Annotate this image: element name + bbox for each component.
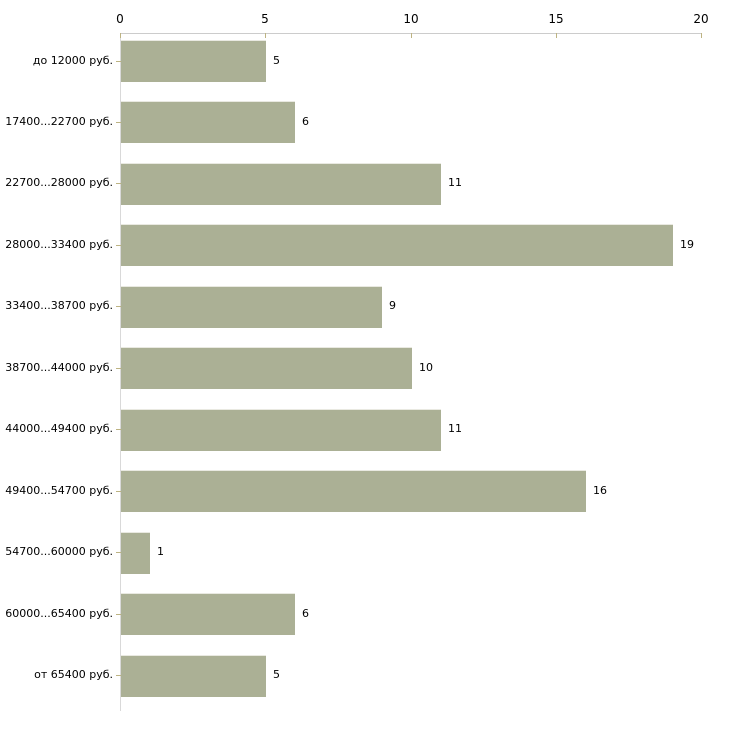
value-label: 16 — [593, 484, 607, 497]
category-label: до 12000 руб. — [32, 54, 113, 67]
x-tick-mark — [411, 33, 412, 38]
bar — [121, 655, 266, 697]
value-label: 6 — [302, 607, 309, 620]
bar — [121, 286, 382, 328]
bar — [121, 532, 150, 574]
x-tick-label: 10 — [403, 12, 419, 26]
category-tick — [116, 614, 122, 615]
category-label: 33400...38700 руб. — [5, 299, 113, 312]
category-label: 22700...28000 руб. — [5, 176, 113, 189]
bar — [121, 101, 295, 143]
value-label: 9 — [389, 299, 396, 312]
category-tick — [116, 675, 122, 676]
x-tick-mark — [701, 33, 702, 38]
y-axis-line — [120, 33, 121, 711]
value-label: 11 — [448, 422, 462, 435]
category-tick — [116, 552, 122, 553]
value-label: 5 — [273, 54, 280, 67]
category-label: 54700...60000 руб. — [5, 545, 113, 558]
category-tick — [116, 61, 122, 62]
category-tick — [116, 429, 122, 430]
category-tick — [116, 245, 122, 246]
bar — [121, 593, 295, 635]
category-label: 38700...44000 руб. — [5, 361, 113, 374]
bar — [121, 409, 441, 451]
value-label: 10 — [419, 361, 433, 374]
x-tick-mark — [265, 33, 266, 38]
x-tick-label: 0 — [116, 12, 124, 26]
value-label: 11 — [448, 176, 462, 189]
category-label: 28000...33400 руб. — [5, 238, 113, 251]
bar — [121, 224, 673, 266]
category-tick — [116, 491, 122, 492]
value-label: 6 — [302, 115, 309, 128]
x-tick-label: 5 — [261, 12, 269, 26]
category-label: 17400...22700 руб. — [5, 115, 113, 128]
category-tick — [116, 306, 122, 307]
value-label: 1 — [157, 545, 164, 558]
category-label: 60000...65400 руб. — [5, 607, 113, 620]
bar — [121, 40, 266, 82]
value-label: 5 — [273, 668, 280, 681]
value-label: 19 — [680, 238, 694, 251]
category-label: 44000...49400 руб. — [5, 422, 113, 435]
x-tick-label: 20 — [693, 12, 709, 26]
category-tick — [116, 122, 122, 123]
category-label: 49400...54700 руб. — [5, 484, 113, 497]
bar — [121, 347, 412, 389]
category-label: от 65400 руб. — [34, 668, 113, 681]
x-tick-mark — [556, 33, 557, 38]
x-tick-mark — [120, 33, 121, 38]
bar — [121, 163, 441, 205]
bar — [121, 470, 586, 512]
x-tick-label: 15 — [548, 12, 564, 26]
category-tick — [116, 183, 122, 184]
category-tick — [116, 368, 122, 369]
